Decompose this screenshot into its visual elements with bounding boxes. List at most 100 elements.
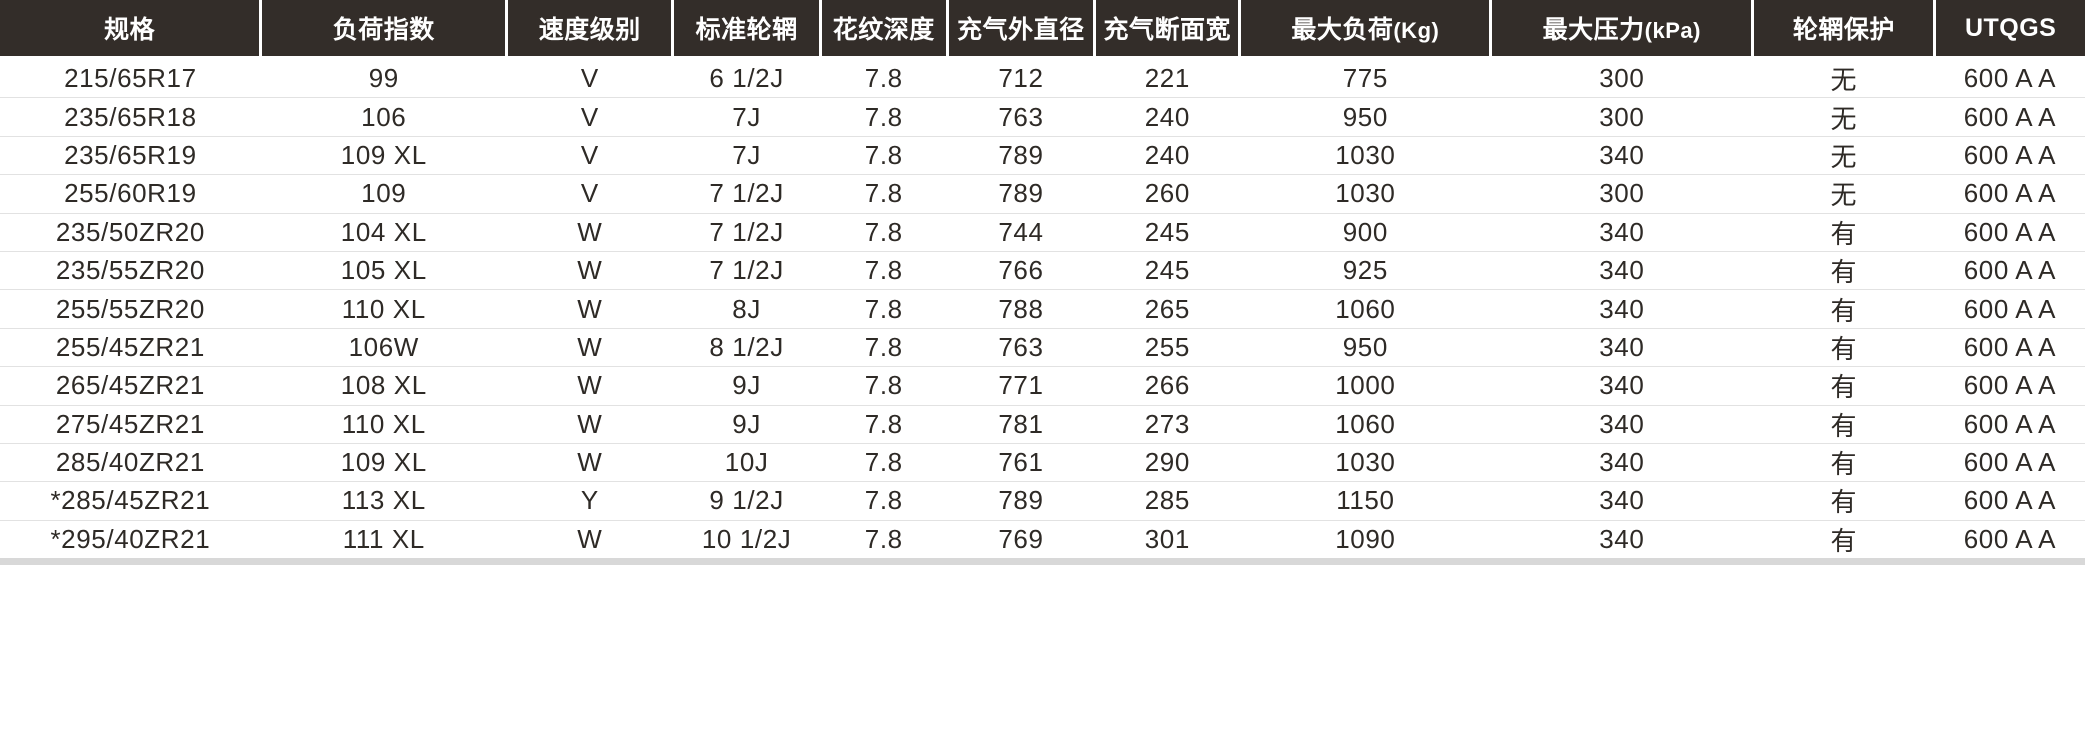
column-header-utqgs: UTQGS [1934, 0, 2085, 60]
cell-size: 235/65R18 [0, 97, 261, 137]
table-row: 235/65R18 106 V 7J 7.8 763 240 950 300 无 600 A A [0, 97, 2085, 137]
cell-tread-depth: 7.8 [820, 481, 948, 521]
cell-speed-rating: W [506, 442, 673, 482]
cell-rim-protection: 有 [1752, 366, 1935, 406]
header-label-load-index: 负荷指数 [332, 16, 435, 44]
cell-utqgs: 600 A A [1934, 404, 2085, 444]
cell-tread-depth: 7.8 [820, 327, 948, 367]
cell-inflated-diameter: 789 [947, 135, 1095, 175]
cell-max-load: 1030 [1239, 442, 1491, 482]
cell-tread-depth: 7.8 [820, 250, 948, 290]
cell-standard-rim: 7J [672, 135, 821, 175]
cell-max-load: 925 [1239, 250, 1491, 290]
cell-section-width: 285 [1094, 481, 1240, 521]
cell-inflated-diameter: 789 [947, 174, 1095, 214]
cell-utqgs: 600 A A [1934, 366, 2085, 406]
cell-max-load: 775 [1239, 57, 1491, 98]
cell-section-width: 265 [1094, 289, 1240, 329]
cell-utqgs: 600 A A [1934, 135, 2085, 175]
cell-max-pressure: 340 [1490, 481, 1753, 521]
cell-size: 235/50ZR20 [0, 212, 261, 252]
cell-standard-rim: 7J [672, 97, 821, 137]
cell-inflated-diameter: 712 [947, 57, 1095, 98]
header-label-max-pressure: 最大压力 [1542, 16, 1645, 44]
cell-rim-protection: 有 [1752, 289, 1935, 329]
header-label-utqgs: UTQGS [1964, 13, 2057, 42]
cell-rim-protection: 无 [1752, 97, 1935, 137]
cell-size: 235/55ZR20 [0, 250, 261, 290]
cell-standard-rim: 10J [672, 442, 821, 482]
column-header-load-index: 负荷指数 [260, 0, 509, 60]
table-row: 255/60R19 109 V 7 1/2J 7.8 789 260 1030 300 无 600 … [0, 174, 2085, 214]
cell-load-index: 110 XL [260, 289, 507, 329]
cell-utqgs: 600 A A [1934, 481, 2085, 521]
cell-max-pressure: 300 [1490, 57, 1753, 98]
table-body: 215/65R17 99 V 6 1/2J 7.8 712 221 775 300 无 600 A … [0, 57, 2085, 559]
cell-standard-rim: 6 1/2J [672, 57, 821, 98]
cell-rim-protection: 有 [1752, 404, 1935, 444]
table-row: 235/55ZR20 105 XL W 7 1/2J 7.8 766 245 925 340 有 6… [0, 250, 2085, 290]
cell-tread-depth: 7.8 [820, 289, 948, 329]
cell-size: 285/40ZR21 [0, 442, 261, 482]
cell-speed-rating: V [506, 57, 673, 98]
cell-max-pressure: 340 [1490, 519, 1753, 559]
cell-speed-rating: V [506, 97, 673, 137]
cell-section-width: 260 [1094, 174, 1240, 214]
table-row: 215/65R17 99 V 6 1/2J 7.8 712 221 775 300 无 600 A … [0, 57, 2085, 98]
cell-section-width: 266 [1094, 366, 1240, 406]
cell-standard-rim: 8J [672, 289, 821, 329]
cell-section-width: 245 [1094, 212, 1240, 252]
column-header-standard-rim: 标准轮辋 [672, 0, 822, 60]
cell-max-pressure: 340 [1490, 212, 1753, 252]
cell-max-load: 1030 [1239, 174, 1491, 214]
cell-section-width: 240 [1094, 135, 1240, 175]
cell-rim-protection: 有 [1752, 250, 1935, 290]
cell-inflated-diameter: 771 [947, 366, 1095, 406]
cell-section-width: 290 [1094, 442, 1240, 482]
cell-size: 265/45ZR21 [0, 366, 261, 406]
cell-rim-protection: 有 [1752, 327, 1935, 367]
cell-section-width: 240 [1094, 97, 1240, 137]
cell-rim-protection: 有 [1752, 212, 1935, 252]
cell-tread-depth: 7.8 [820, 404, 948, 444]
cell-rim-protection: 有 [1752, 442, 1935, 482]
cell-utqgs: 600 A A [1934, 250, 2085, 290]
cell-standard-rim: 9J [672, 404, 821, 444]
cell-speed-rating: Y [506, 481, 673, 521]
cell-tread-depth: 7.8 [820, 57, 948, 98]
cell-utqgs: 600 A A [1934, 327, 2085, 367]
cell-size: 275/45ZR21 [0, 404, 261, 444]
table-row: 275/45ZR21 110 XL W 9J 7.8 781 273 1060 340 有 600 … [0, 404, 2085, 444]
header-label-section-width: 充气断面宽 [1103, 16, 1232, 44]
header-label-max-load: 最大负荷 [1291, 16, 1394, 44]
cell-section-width: 255 [1094, 327, 1240, 367]
cell-inflated-diameter: 763 [947, 327, 1095, 367]
cell-load-index: 106W [260, 327, 507, 367]
cell-max-load: 1090 [1239, 519, 1491, 559]
cell-load-index: 105 XL [260, 250, 507, 290]
cell-section-width: 301 [1094, 519, 1240, 559]
cell-rim-protection: 无 [1752, 174, 1935, 214]
cell-tread-depth: 7.8 [820, 519, 948, 559]
cell-utqgs: 600 A A [1934, 442, 2085, 482]
column-header-inflated-diameter: 充气外直径 [947, 0, 1097, 60]
tire-specification-table: 规格 负荷指数 速度级别 标准轮辋 花纹深度 充气外直径 充气断面宽 最大负荷(… [0, 0, 2085, 559]
cell-load-index: 99 [260, 57, 507, 98]
table-row: 235/50ZR20 104 XL W 7 1/2J 7.8 744 245 900 340 有 6… [0, 212, 2085, 252]
cell-rim-protection: 有 [1752, 481, 1935, 521]
cell-section-width: 245 [1094, 250, 1240, 290]
cell-inflated-diameter: 769 [947, 519, 1095, 559]
cell-load-index: 109 XL [260, 135, 507, 175]
cell-inflated-diameter: 761 [947, 442, 1095, 482]
cell-size: *295/40ZR21 [0, 519, 261, 559]
column-header-speed-rating: 速度级别 [506, 0, 675, 60]
cell-max-load: 1060 [1239, 289, 1491, 329]
column-header-section-width: 充气断面宽 [1094, 0, 1242, 60]
cell-speed-rating: W [506, 404, 673, 444]
cell-load-index: 109 XL [260, 442, 507, 482]
cell-standard-rim: 9J [672, 366, 821, 406]
cell-standard-rim: 7 1/2J [672, 174, 821, 214]
cell-tread-depth: 7.8 [820, 135, 948, 175]
cell-inflated-diameter: 789 [947, 481, 1095, 521]
